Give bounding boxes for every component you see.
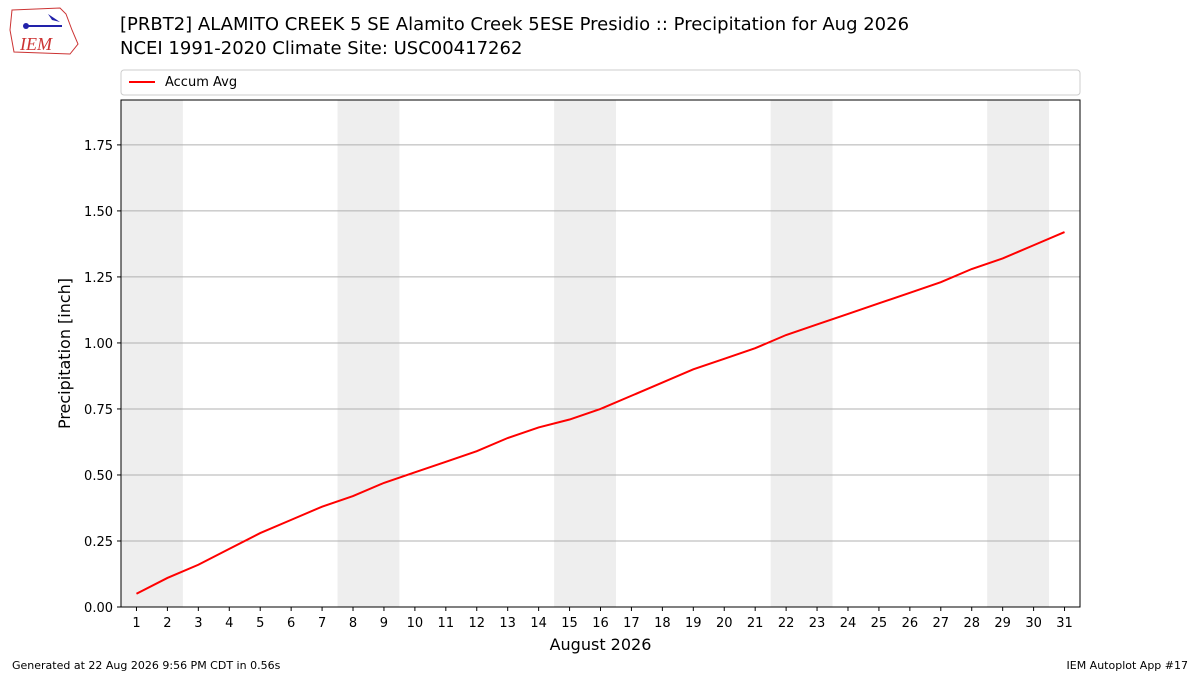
x-tick-label: 10 — [407, 616, 424, 631]
y-tick-label: 1.50 — [84, 205, 113, 220]
x-tick-label: 2 — [163, 616, 171, 631]
x-tick-label: 9 — [380, 616, 388, 631]
y-axis-label: Precipitation [inch] — [55, 278, 74, 429]
x-tick-label: 7 — [318, 616, 326, 631]
x-tick-label: 31 — [1056, 616, 1073, 631]
x-tick-label: 29 — [994, 616, 1011, 631]
chart-title: [PRBT2] ALAMITO CREEK 5 SE Alamito Creek… — [120, 14, 909, 35]
x-tick-label: 8 — [349, 616, 357, 631]
x-tick-label: 3 — [194, 616, 202, 631]
x-tick-label: 18 — [654, 616, 671, 631]
chart-subtitle: NCEI 1991-2020 Climate Site: USC00417262 — [120, 38, 522, 59]
legend-box — [120, 69, 1081, 96]
x-tick-label: 25 — [871, 616, 888, 631]
series-line — [136, 231, 1065, 595]
footer-left: Generated at 22 Aug 2026 9:56 PM CDT in … — [12, 659, 281, 672]
x-tick-label: 13 — [499, 616, 516, 631]
y-tick-label: 1.25 — [84, 271, 113, 286]
y-tick-label: 0.25 — [84, 535, 113, 550]
x-tick-label: 20 — [716, 616, 733, 631]
x-tick-label: 12 — [468, 616, 485, 631]
y-tick-label: 1.00 — [84, 337, 113, 352]
y-tick-label: 1.75 — [84, 139, 113, 154]
y-tick-label: 0.75 — [84, 403, 113, 418]
x-tick-label: 11 — [438, 616, 455, 631]
plot: 0.000.250.500.751.001.251.501.751 2 3 4 5 6 7 8… — [55, 69, 1081, 654]
plot-frame — [120, 99, 1081, 608]
x-tick-label: 27 — [933, 616, 950, 631]
weekend-band — [554, 100, 616, 607]
x-tick-label: 23 — [809, 616, 826, 631]
x-tick-label: 4 — [225, 616, 233, 631]
x-tick-label: 26 — [902, 616, 919, 631]
x-tick-label: 30 — [1025, 616, 1042, 631]
weekend-band — [770, 100, 833, 607]
x-tick-label: 24 — [840, 616, 857, 631]
x-tick-label: 21 — [747, 616, 764, 631]
x-tick-label: 6 — [287, 616, 295, 631]
x-tick-label: 1 — [132, 616, 140, 631]
legend-label: Accum Avg — [165, 75, 237, 90]
weekend-band — [987, 100, 1050, 607]
x-tick-label: 15 — [561, 616, 578, 631]
y-tick-label: 0.00 — [84, 601, 113, 616]
weekend-band — [121, 100, 183, 607]
weekend-band — [337, 100, 400, 607]
x-axis-label: August 2026 — [550, 635, 652, 654]
x-tick-label: 14 — [530, 616, 547, 631]
footer-right: IEM Autoplot App #17 — [1067, 659, 1189, 672]
x-tick-label: 17 — [623, 616, 640, 631]
logo-text: IEM — [19, 34, 53, 54]
logo: IEM — [9, 7, 79, 55]
x-tick-label: 16 — [592, 616, 609, 631]
x-tick-label: 19 — [685, 616, 702, 631]
x-tick-label: 22 — [778, 616, 795, 631]
y-tick-label: 0.50 — [84, 469, 113, 484]
x-tick-label: 5 — [256, 616, 264, 631]
x-tick-label: 28 — [963, 616, 980, 631]
